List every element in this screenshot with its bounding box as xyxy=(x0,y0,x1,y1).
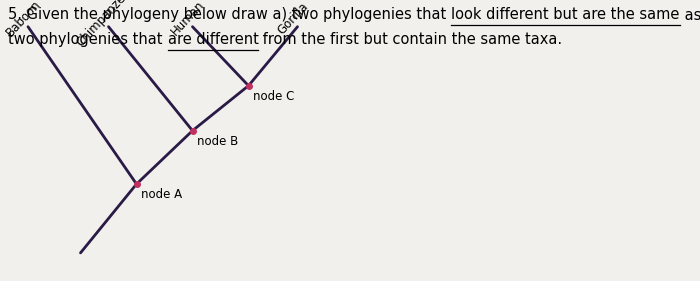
Text: are different: are different xyxy=(167,32,258,47)
Text: Human: Human xyxy=(169,0,207,38)
Text: as the first; b): as the first; b) xyxy=(680,7,700,22)
Text: node C: node C xyxy=(253,90,295,103)
Text: node B: node B xyxy=(197,135,239,148)
Text: node A: node A xyxy=(141,188,183,201)
Text: from the first but contain the same taxa.: from the first but contain the same taxa… xyxy=(258,32,563,47)
Text: Chimpanzee: Chimpanzee xyxy=(74,0,134,49)
Text: Baboon: Baboon xyxy=(4,0,43,39)
Text: look different but are the same: look different but are the same xyxy=(452,7,680,22)
Text: Gorilla: Gorilla xyxy=(275,0,311,37)
Text: two phylogenies that: two phylogenies that xyxy=(8,32,167,47)
Text: 5. Given the phylogeny below draw a) two phylogenies that: 5. Given the phylogeny below draw a) two… xyxy=(8,7,452,22)
